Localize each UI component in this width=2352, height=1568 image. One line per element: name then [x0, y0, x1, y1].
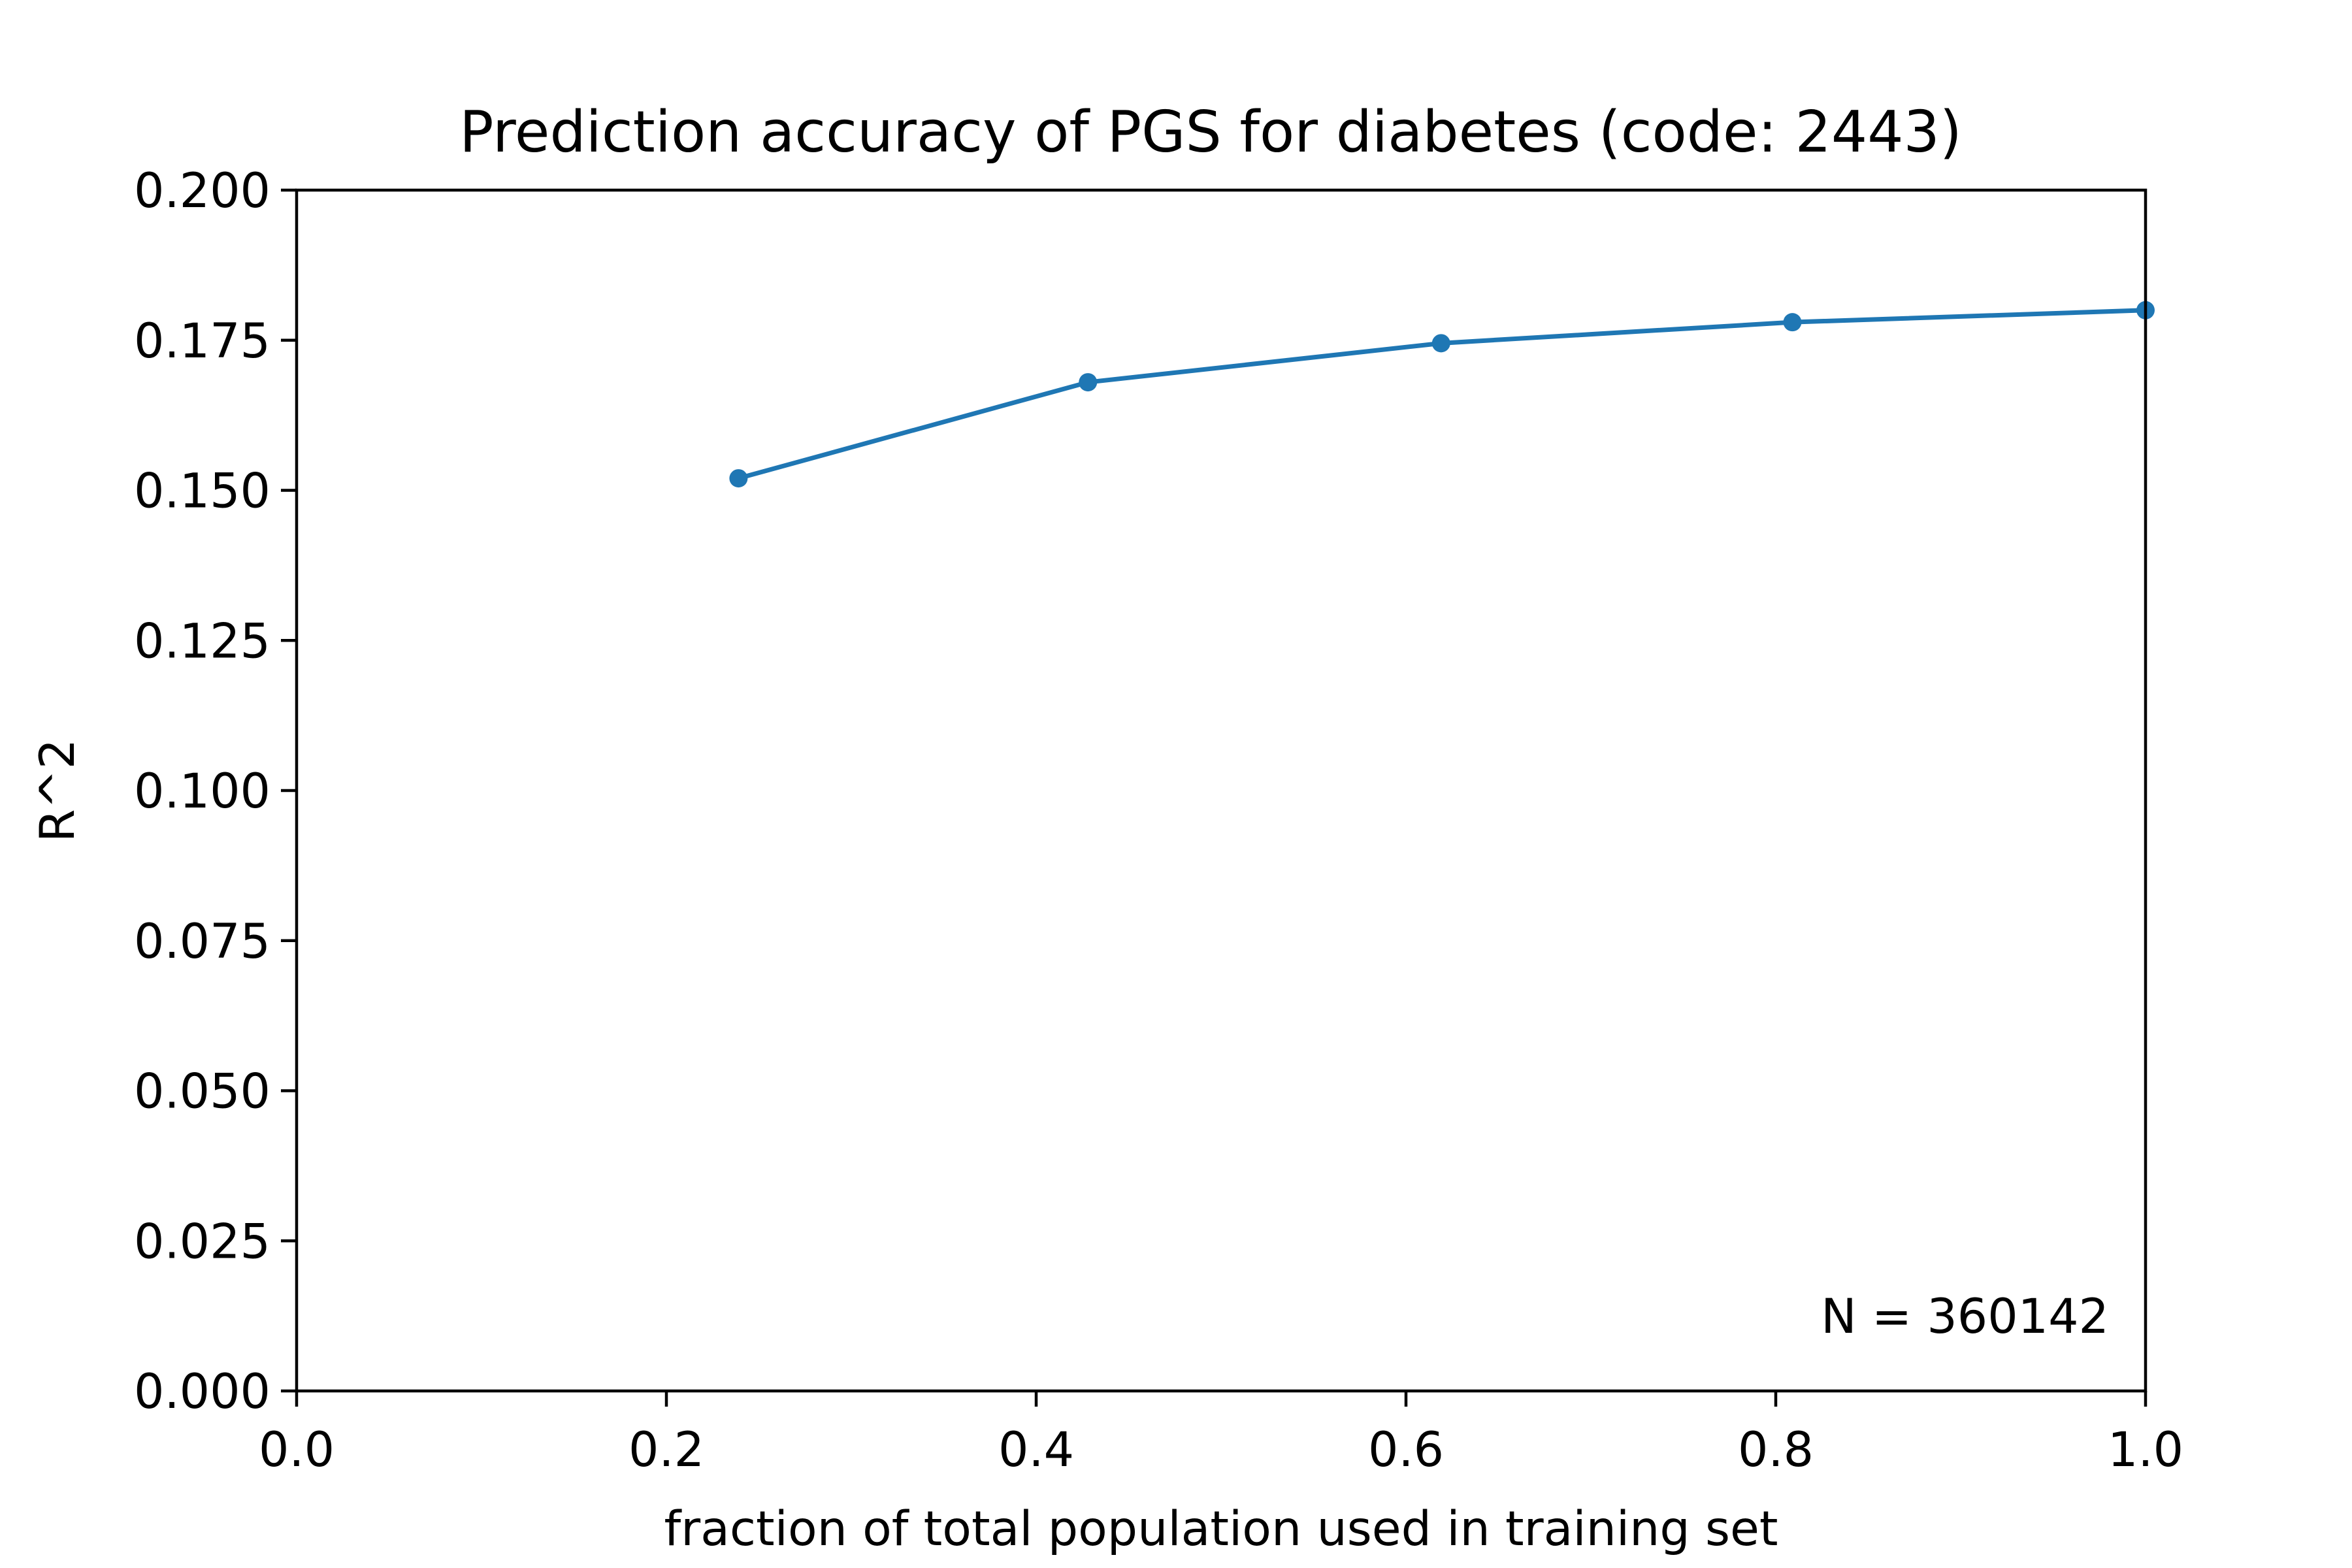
data-point — [1431, 334, 1450, 353]
y-tick-label: 0.050 — [134, 1064, 270, 1120]
x-axis-ticks: 0.0 0.2 0.4 0.6 0.8 1.0 — [259, 1391, 2183, 1478]
x-tick-label: 0.8 — [1738, 1422, 1814, 1478]
y-tick-label: 0.100 — [134, 764, 270, 819]
plot-area — [297, 190, 2146, 1391]
series-layer — [729, 301, 2155, 488]
x-tick-label: 0.4 — [998, 1422, 1074, 1478]
y-tick-label: 0.175 — [134, 314, 270, 369]
x-tick-label: 0.0 — [259, 1422, 335, 1478]
sample-size-annotation: N = 360142 — [1821, 1289, 2109, 1345]
chart-title: Prediction accuracy of PGS for diabetes … — [459, 99, 1962, 165]
y-tick-label: 0.150 — [134, 464, 270, 519]
y-tick-label: 0.000 — [134, 1364, 270, 1420]
y-tick-label: 0.125 — [134, 613, 270, 669]
y-tick-label: 0.025 — [134, 1214, 270, 1269]
y-tick-label: 0.200 — [134, 163, 270, 219]
x-tick-label: 1.0 — [2108, 1422, 2183, 1478]
data-point — [1783, 313, 1802, 332]
x-tick-label: 0.6 — [1368, 1422, 1444, 1478]
y-tick-label: 0.075 — [134, 914, 270, 970]
y-axis-ticks: 0.000 0.025 0.050 0.075 0.100 0.125 0.150 0.175… — [134, 163, 297, 1420]
plot-background — [297, 190, 2146, 1391]
x-axis-label: fraction of total population used in tra… — [664, 1501, 1778, 1557]
data-point — [1079, 373, 1098, 392]
y-axis-label: R^2 — [30, 739, 86, 842]
data-point — [729, 469, 748, 488]
x-tick-label: 0.2 — [629, 1422, 704, 1478]
plot-frame — [295, 188, 2148, 1393]
